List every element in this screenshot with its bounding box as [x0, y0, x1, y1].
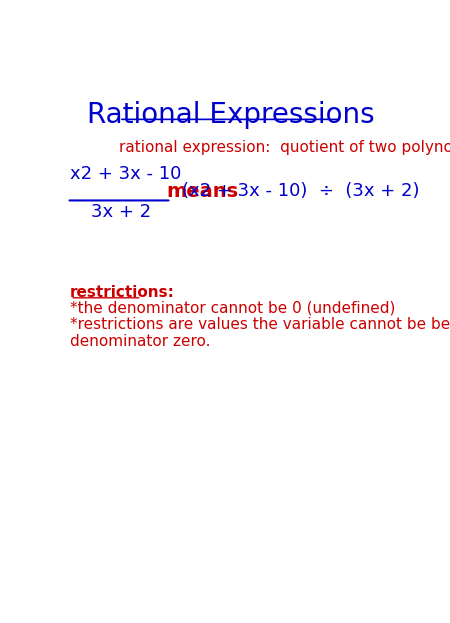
Text: *the denominator cannot be 0 (undefined): *the denominator cannot be 0 (undefined)	[70, 300, 396, 315]
Text: 3x + 2: 3x + 2	[91, 203, 151, 221]
Text: restrictions:: restrictions:	[70, 285, 175, 300]
Text: means: means	[166, 182, 239, 201]
Text: *restrictions are values the variable cannot be because ¯they would make the
den: *restrictions are values the variable ca…	[70, 317, 450, 350]
Text: x2 + 3x - 10: x2 + 3x - 10	[70, 164, 181, 183]
Text: rational expression:  quotient of two polynomials: rational expression: quotient of two pol…	[119, 140, 450, 155]
Text: Rational Expressions: Rational Expressions	[87, 101, 374, 129]
Text: (x2 + 3x - 10)  ÷  (3x + 2): (x2 + 3x - 10) ÷ (3x + 2)	[182, 183, 419, 201]
